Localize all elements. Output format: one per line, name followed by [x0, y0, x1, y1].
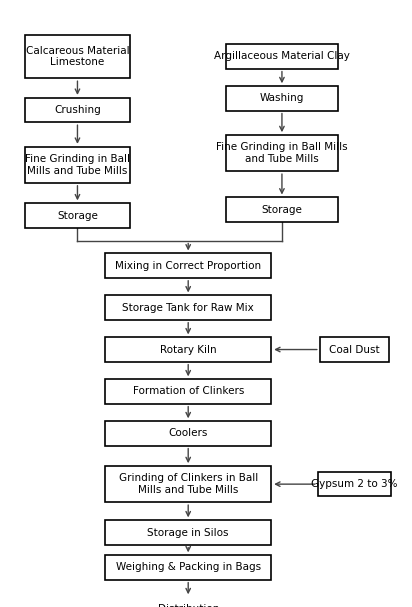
Text: Coal Dust: Coal Dust — [329, 345, 379, 354]
Text: Mixing in Correct Proportion: Mixing in Correct Proportion — [115, 260, 261, 271]
Text: Argillaceous Material Clay: Argillaceous Material Clay — [214, 52, 350, 61]
Text: Gypsum 2 to 3%: Gypsum 2 to 3% — [311, 479, 398, 489]
Text: Coolers: Coolers — [169, 429, 208, 438]
Text: Formation of Clinkers: Formation of Clinkers — [133, 387, 244, 396]
FancyBboxPatch shape — [226, 86, 338, 110]
FancyBboxPatch shape — [105, 337, 271, 362]
FancyBboxPatch shape — [25, 147, 130, 183]
Text: Storage Tank for Raw Mix: Storage Tank for Raw Mix — [122, 302, 254, 313]
Text: Fine Grinding in Ball Mills
and Tube Mills: Fine Grinding in Ball Mills and Tube Mil… — [216, 143, 348, 164]
Text: Distribution: Distribution — [157, 605, 219, 607]
FancyBboxPatch shape — [105, 296, 271, 320]
Text: Storage: Storage — [57, 211, 98, 220]
FancyBboxPatch shape — [25, 98, 130, 122]
Text: Calcareous Material
Limestone: Calcareous Material Limestone — [26, 46, 129, 67]
Text: Fine Grinding in Ball
Mills and Tube Mills: Fine Grinding in Ball Mills and Tube Mil… — [25, 154, 130, 175]
FancyBboxPatch shape — [318, 472, 391, 497]
Text: Storage in Silos: Storage in Silos — [147, 527, 229, 538]
FancyBboxPatch shape — [226, 197, 338, 222]
FancyBboxPatch shape — [105, 597, 271, 607]
FancyBboxPatch shape — [105, 421, 271, 446]
Text: Crushing: Crushing — [54, 105, 101, 115]
Text: Grinding of Clinkers in Ball
Mills and Tube Mills: Grinding of Clinkers in Ball Mills and T… — [119, 473, 258, 495]
FancyBboxPatch shape — [226, 44, 338, 69]
FancyBboxPatch shape — [25, 35, 130, 78]
FancyBboxPatch shape — [105, 253, 271, 278]
Text: Washing: Washing — [260, 93, 304, 103]
FancyBboxPatch shape — [105, 555, 271, 580]
FancyBboxPatch shape — [105, 466, 271, 502]
FancyBboxPatch shape — [25, 203, 130, 228]
FancyBboxPatch shape — [226, 135, 338, 171]
FancyBboxPatch shape — [105, 379, 271, 404]
Text: Rotary Kiln: Rotary Kiln — [160, 345, 217, 354]
Text: Storage: Storage — [262, 205, 302, 215]
Text: Weighing & Packing in Bags: Weighing & Packing in Bags — [116, 563, 261, 572]
FancyBboxPatch shape — [105, 520, 271, 544]
FancyBboxPatch shape — [320, 337, 389, 362]
